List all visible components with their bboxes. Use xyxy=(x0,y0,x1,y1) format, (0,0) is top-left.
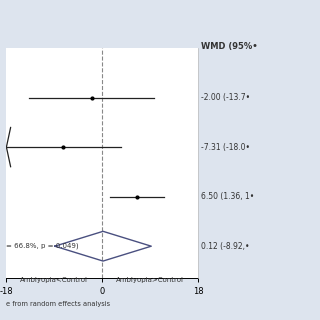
Text: Amblyopia<Control: Amblyopia<Control xyxy=(20,277,88,284)
Text: -2.00 (-13.7•: -2.00 (-13.7• xyxy=(201,93,250,102)
Text: 6.50 (1.36, 1•: 6.50 (1.36, 1• xyxy=(201,192,254,201)
Text: 0.12 (-8.92,•: 0.12 (-8.92,• xyxy=(201,242,249,251)
Text: Amblyopia>Control: Amblyopia>Control xyxy=(116,277,184,284)
Text: e from random effects analysis: e from random effects analysis xyxy=(6,301,110,307)
Text: -7.31 (-18.0•: -7.31 (-18.0• xyxy=(201,143,250,152)
Text: = 66.8%, p = 0.049): = 66.8%, p = 0.049) xyxy=(6,243,79,250)
Text: WMD (95%•: WMD (95%• xyxy=(201,42,258,52)
